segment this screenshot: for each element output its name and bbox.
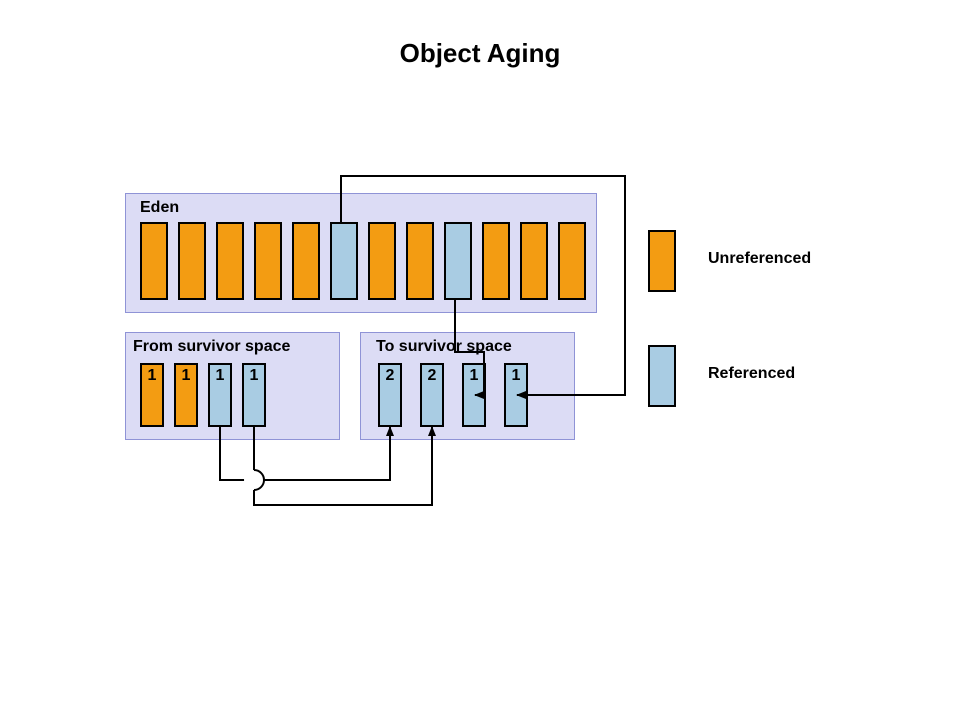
arrow-bridge-mask <box>244 470 264 490</box>
from-survivor-label: From survivor space <box>133 338 290 356</box>
to-age-label: 1 <box>462 367 486 385</box>
eden-object <box>368 222 396 300</box>
eden-object <box>330 222 358 300</box>
legend-unreferenced-label: Unreferenced <box>708 250 811 268</box>
eden-object <box>482 222 510 300</box>
eden-object <box>140 222 168 300</box>
from-age-label: 1 <box>140 367 164 385</box>
eden-object <box>558 222 586 300</box>
eden-object <box>406 222 434 300</box>
eden-object <box>254 222 282 300</box>
to-age-label: 1 <box>504 367 528 385</box>
eden-label: Eden <box>140 199 179 217</box>
legend-unreferenced-swatch <box>648 230 676 292</box>
eden-object <box>216 222 244 300</box>
eden-object <box>178 222 206 300</box>
eden-object <box>520 222 548 300</box>
from-age-label: 1 <box>242 367 266 385</box>
to-age-label: 2 <box>378 367 402 385</box>
to-age-label: 2 <box>420 367 444 385</box>
legend-referenced-label: Referenced <box>708 365 795 383</box>
from-age-label: 1 <box>174 367 198 385</box>
page-title: Object Aging <box>0 38 960 69</box>
from-age-label: 1 <box>208 367 232 385</box>
eden-object <box>444 222 472 300</box>
legend-referenced-swatch <box>648 345 676 407</box>
to-survivor-label: To survivor space <box>376 338 512 356</box>
eden-object <box>292 222 320 300</box>
arrow-bridge-arc <box>254 470 264 490</box>
